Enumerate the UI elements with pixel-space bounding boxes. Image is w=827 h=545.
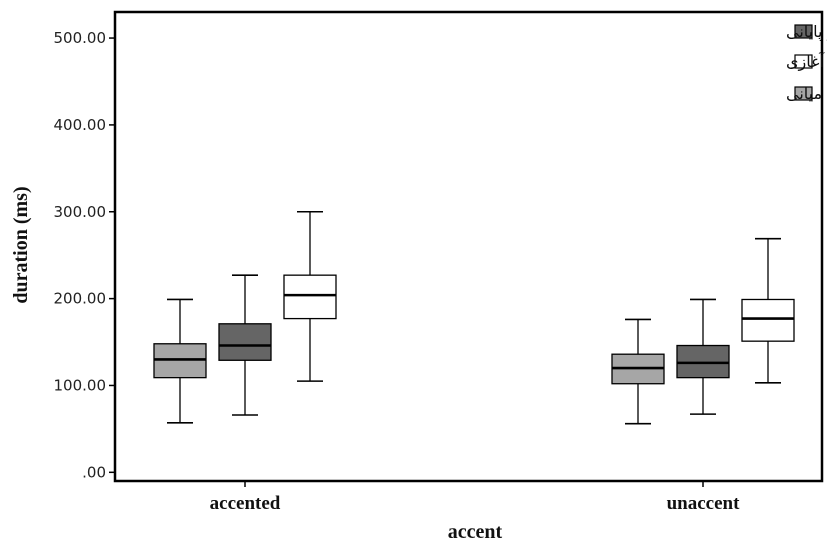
y-tick-label: 300.00 — [54, 203, 107, 221]
x-tick-label: accented — [210, 493, 281, 514]
box-group-accented — [153, 210, 337, 424]
y-tick-label: 200.00 — [54, 290, 107, 308]
iqr-box — [283, 274, 337, 320]
plot-area — [113, 10, 824, 483]
x-tick-label: unaccent — [667, 493, 741, 514]
y-tick-label: 400.00 — [54, 116, 107, 134]
legend: تکیه‌بر پایانی بدون تکیه آغازی بدون تکیه م… — [786, 22, 827, 104]
iqr-box — [218, 323, 272, 361]
y-axis-title: duration (ms) — [10, 186, 32, 303]
plot-frame — [113, 10, 824, 483]
box-unaccent — [741, 237, 795, 384]
box-accented — [153, 298, 207, 424]
legend-label: بدون تکیه میانی — [786, 84, 827, 104]
legend-item: تکیه‌بر پایانی — [786, 22, 827, 42]
legend-swatch — [794, 86, 813, 101]
y-tick-label: 500.00 — [54, 29, 107, 47]
box-accented — [283, 210, 337, 382]
x-axis: accented unaccent — [210, 481, 740, 514]
y-tick-label: 100.00 — [54, 376, 107, 394]
legend-swatch — [794, 24, 813, 39]
box-unaccent — [611, 318, 665, 425]
legend-label: بدون تکیه آغازی — [786, 52, 827, 72]
legend-item: بدون تکیه آغازی — [786, 52, 827, 72]
box-groups — [153, 210, 795, 425]
box-group-unaccent — [611, 237, 795, 425]
box-unaccent — [676, 298, 730, 415]
box-accented — [218, 274, 272, 416]
legend-swatch — [794, 54, 813, 69]
legend-label: تکیه‌بر پایانی — [786, 22, 827, 42]
iqr-box — [741, 298, 795, 342]
iqr-box — [676, 344, 730, 379]
y-axis: .00 100.00 200.00 300.00 400.00 500.00 — [54, 29, 115, 481]
y-tick-label: .00 — [82, 463, 106, 481]
legend-item: بدون تکیه میانی — [786, 84, 827, 104]
x-axis-title: accent — [448, 521, 503, 543]
iqr-box — [153, 343, 207, 379]
